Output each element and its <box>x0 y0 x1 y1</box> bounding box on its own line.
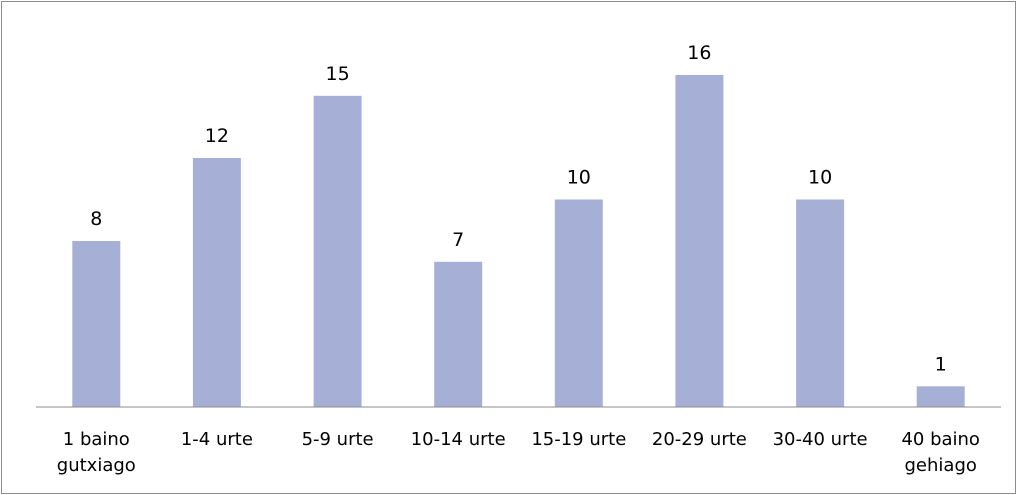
bar-5 <box>675 75 724 407</box>
category-label-1-line-0: 1-4 urte <box>181 429 253 450</box>
data-label-6: 10 <box>808 167 832 189</box>
data-label-1: 12 <box>205 125 229 147</box>
data-label-0: 8 <box>90 208 102 230</box>
category-label-4-line-0: 15-19 urte <box>531 429 626 450</box>
data-label-3: 7 <box>452 229 464 251</box>
data-labels-group: 8 12 15 7 10 16 10 1 <box>90 42 946 375</box>
bar-2 <box>313 95 362 408</box>
data-label-5: 16 <box>687 42 711 64</box>
category-label-7-line-1: gehiago <box>905 455 977 476</box>
category-label-3-line-0: 10-14 urte <box>411 429 506 450</box>
category-label-4: 15-19 urte <box>531 429 626 450</box>
bars-group <box>72 75 965 408</box>
bar-6 <box>796 199 845 407</box>
data-label-4: 10 <box>567 167 591 189</box>
category-labels-group: 1 baino gutxiago 1-4 urte 5-9 urte 10-14 urt… <box>57 429 980 476</box>
bar-1 <box>192 158 241 407</box>
category-label-3: 10-14 urte <box>411 429 506 450</box>
category-label-0-line-0: 1 baino <box>63 429 130 450</box>
bar-4 <box>554 199 603 407</box>
data-label-7: 1 <box>935 353 947 375</box>
bar-3 <box>434 261 483 408</box>
category-label-1: 1-4 urte <box>181 429 253 450</box>
category-label-6: 30-40 urte <box>773 429 868 450</box>
category-label-2-line-0: 5-9 urte <box>302 429 374 450</box>
category-label-7-line-0: 40 baino <box>901 429 980 450</box>
category-label-2: 5-9 urte <box>302 429 374 450</box>
category-label-0: 1 baino gutxiago <box>57 429 136 476</box>
category-label-6-line-0: 30-40 urte <box>773 429 868 450</box>
bar-0 <box>72 241 121 407</box>
category-label-5: 20-29 urte <box>652 429 747 450</box>
category-label-0-line-1: gutxiago <box>57 455 136 476</box>
bar-7 <box>916 386 965 408</box>
category-label-7: 40 baino gehiago <box>901 429 980 476</box>
category-label-5-line-0: 20-29 urte <box>652 429 747 450</box>
data-label-2: 15 <box>326 63 350 85</box>
